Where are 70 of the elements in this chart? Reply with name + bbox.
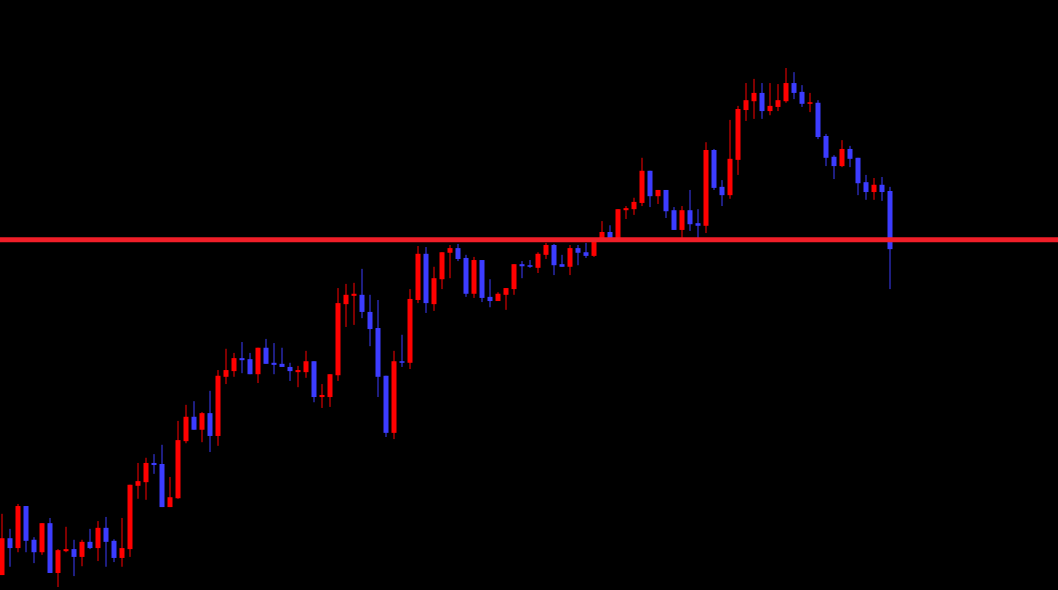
candlestick (31, 536, 37, 564)
candlestick (143, 457, 149, 501)
candlestick (503, 287, 509, 311)
candlestick (271, 342, 277, 375)
candlestick (79, 539, 85, 567)
candlestick (759, 82, 765, 120)
candlestick (839, 139, 845, 168)
candlestick (879, 176, 885, 202)
candlestick (295, 365, 301, 388)
candlestick (287, 362, 293, 382)
candlestick (487, 278, 493, 308)
candlestick (687, 189, 693, 232)
candlestick (55, 548, 61, 588)
candlestick (87, 528, 93, 550)
candlestick (623, 205, 629, 220)
candlestick (695, 208, 701, 239)
candlestick (783, 67, 789, 104)
candlestick (847, 145, 853, 168)
candlestick (679, 205, 685, 239)
candlestick (743, 82, 749, 122)
candlestick (151, 453, 157, 475)
candlestick (327, 373, 333, 408)
candlestick (7, 528, 13, 568)
candlestick (567, 244, 573, 276)
candlestick (111, 538, 117, 563)
candlestick (447, 244, 453, 279)
candlestick (343, 283, 349, 328)
candlestick (535, 251, 541, 274)
candlestick (527, 259, 533, 269)
candlestick (575, 244, 581, 266)
candlestick (807, 92, 813, 113)
candlestick (199, 411, 205, 443)
candlestick (751, 78, 757, 120)
candlestick (191, 400, 197, 431)
candlestick (279, 347, 285, 368)
candlestick (319, 383, 325, 409)
candlestick (583, 242, 589, 259)
candlestick (767, 82, 773, 116)
candlestick (207, 390, 213, 453)
candlestick (351, 282, 357, 326)
candlestick (359, 268, 365, 319)
candlestick (303, 350, 309, 379)
candlestick (775, 83, 781, 112)
candlestick (63, 526, 69, 553)
candlestick (399, 334, 405, 368)
candlestick (519, 260, 525, 279)
candlestick (167, 476, 173, 508)
candlestick (263, 338, 269, 365)
candlestick (559, 254, 565, 268)
candlestick (95, 520, 101, 562)
candlestick (223, 348, 229, 385)
candlestick (663, 189, 669, 219)
candlestick (239, 341, 245, 374)
candlestick (231, 352, 237, 378)
candlestick (831, 154, 837, 180)
candlestick (655, 189, 661, 205)
candlestick (719, 179, 725, 207)
candlestick (671, 206, 677, 231)
candlestick (551, 243, 557, 276)
candlestick (799, 84, 805, 108)
candlestick (103, 516, 109, 568)
candlestick (863, 174, 869, 201)
candlestick (823, 133, 829, 167)
candlestick (367, 294, 373, 347)
candlestick (135, 462, 141, 500)
candlestick (631, 197, 637, 216)
candlestick (791, 71, 797, 100)
candlestick (119, 517, 125, 568)
candlestick (871, 177, 877, 201)
candlestick (71, 539, 77, 577)
